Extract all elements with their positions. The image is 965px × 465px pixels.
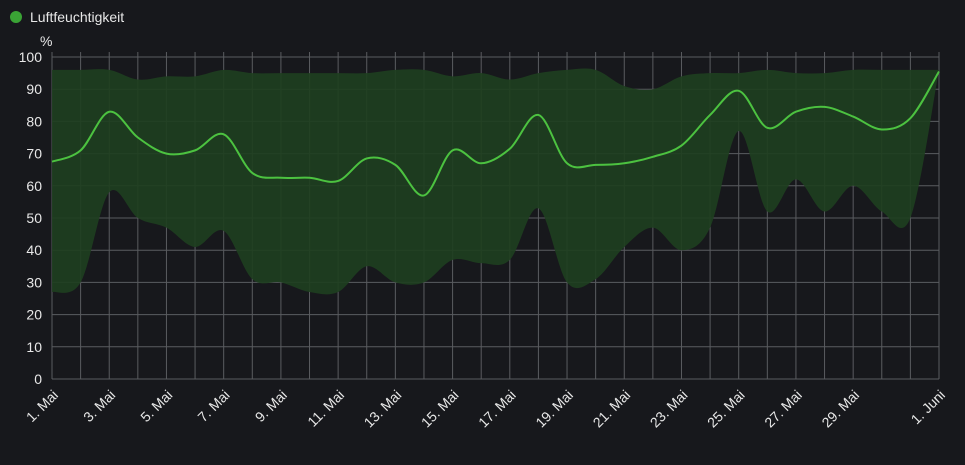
y-tick-label: 40 [26, 242, 42, 258]
x-tick-label: 23. Mai [647, 387, 691, 431]
y-tick-label: 80 [26, 113, 42, 129]
legend-label: Luftfeuchtigkeit [30, 9, 125, 25]
x-tick-label: 5. Mai [137, 387, 175, 425]
min-max-band [52, 68, 939, 295]
x-tick-label: 17. Mai [475, 387, 519, 431]
x-tick-label: 1. Mai [23, 387, 61, 425]
y-tick-label: 100 [19, 49, 43, 65]
y-tick-label: 90 [26, 81, 42, 97]
legend-color-dot [10, 11, 22, 23]
y-tick-label: 30 [26, 274, 42, 290]
mean-line [51, 70, 940, 197]
y-tick-label: 60 [26, 178, 42, 194]
y-tick-label: 50 [26, 210, 42, 226]
x-tick-label: 13. Mai [361, 387, 405, 431]
y-tick-label: 10 [26, 339, 42, 355]
x-tick-label: 19. Mai [532, 387, 576, 431]
x-tick-label: 29. Mai [818, 387, 862, 431]
x-tick-label: 15. Mai [418, 387, 462, 431]
y-tick-label: 70 [26, 146, 42, 162]
x-tick-label: 25. Mai [704, 387, 748, 431]
x-tick-label: 11. Mai [304, 387, 347, 430]
x-tick-label: 3. Mai [80, 387, 118, 425]
x-tick-label: 9. Mai [252, 387, 290, 425]
x-tick-label: 21. Mai [590, 387, 634, 431]
x-tick-label: 27. Mai [761, 387, 805, 431]
x-tick-label: 7. Mai [194, 387, 232, 425]
legend[interactable]: Luftfeuchtigkeit [10, 9, 124, 25]
x-axis: 1. Mai 3. Mai 5. Mai 7. Mai 9. Mai 11. Mai 13.… [23, 387, 948, 431]
y-tick-label: 20 [26, 307, 42, 323]
x-tick-label: 1. Juni [908, 387, 948, 427]
y-tick-label: 0 [34, 371, 42, 387]
y-axis-unit: % [40, 33, 53, 49]
y-axis: 0 10 20 30 40 50 60 70 80 90 100 [19, 49, 43, 387]
